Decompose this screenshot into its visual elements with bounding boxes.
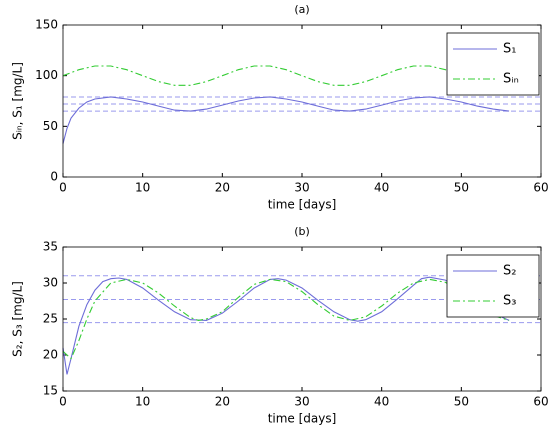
x-tick-label: 0 <box>59 181 67 195</box>
chart-title: (a) <box>294 3 309 16</box>
legend-label: S₃ <box>503 294 516 309</box>
x-tick-label: 40 <box>374 181 389 195</box>
data-line <box>62 278 510 360</box>
x-tick-label: 50 <box>454 181 469 195</box>
x-tick-label: 0 <box>59 395 67 409</box>
axes-frame <box>62 24 542 178</box>
x-tick-label: 20 <box>215 395 230 409</box>
x-tick-label: 10 <box>135 395 150 409</box>
x-tick-label: 30 <box>294 181 309 195</box>
y-tick-label: 15 <box>43 384 58 398</box>
x-tick-label: 20 <box>215 181 230 195</box>
y-tick-label: 35 <box>43 240 58 254</box>
legend-label: Sᵢₙ <box>503 72 519 87</box>
legend-box <box>446 32 540 96</box>
x-tick-label: 10 <box>135 181 150 195</box>
x-tick-label: 40 <box>374 395 389 409</box>
y-tick-label: 0 <box>50 170 58 184</box>
y-tick-label: 50 <box>43 119 58 133</box>
data-line <box>62 96 510 144</box>
legend-box <box>446 254 540 318</box>
x-tick-label: 60 <box>533 395 548 409</box>
y-tick-label: 30 <box>43 276 58 290</box>
y-tick-label: 25 <box>43 312 58 326</box>
y-tick-label: 20 <box>43 348 58 362</box>
x-axis-label: time [days] <box>268 412 337 426</box>
y-axis-label: S₂, S₃ [mg/L] <box>11 281 25 357</box>
y-tick-label: 150 <box>35 18 58 32</box>
x-axis-label: time [days] <box>268 198 337 212</box>
legend-label: S₁ <box>503 42 516 57</box>
y-tick-label: 100 <box>35 68 58 82</box>
legend-label: S₂ <box>503 264 516 279</box>
y-axis-label: Sᵢₙ, S₁ [mg/L] <box>11 62 25 140</box>
chart-title: (b) <box>294 225 310 238</box>
axes-frame <box>62 246 542 392</box>
x-tick-label: 50 <box>454 395 469 409</box>
x-tick-label: 30 <box>294 395 309 409</box>
data-line <box>62 65 510 86</box>
x-tick-label: 60 <box>533 181 548 195</box>
